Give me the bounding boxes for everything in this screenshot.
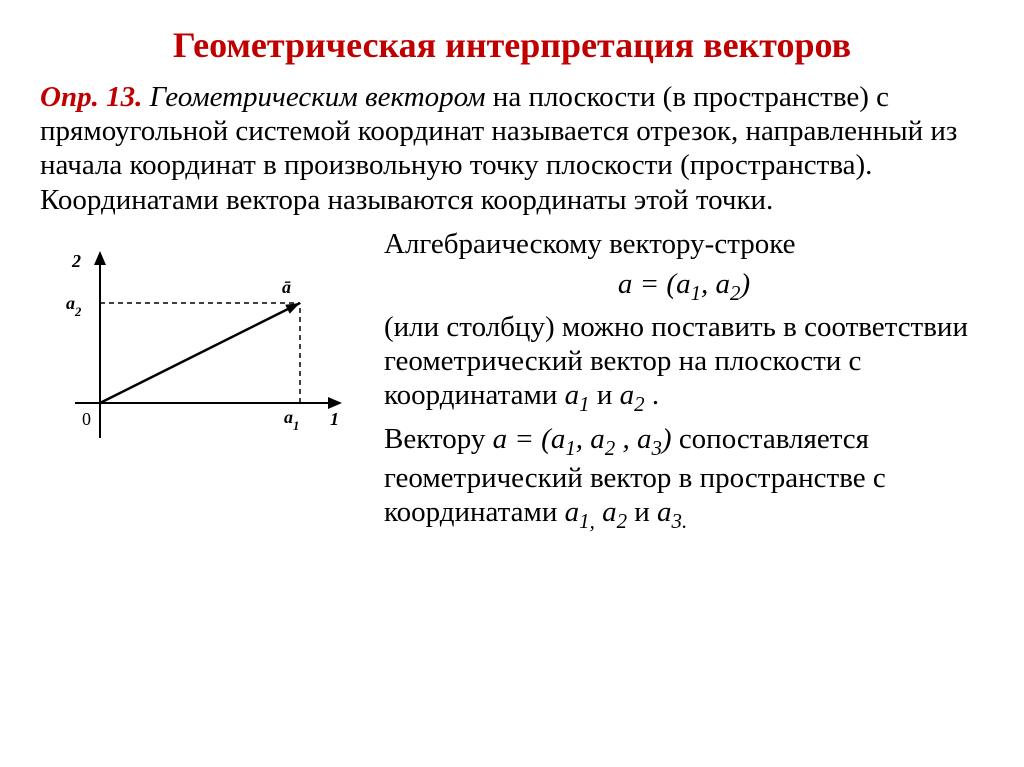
p3-cs1: 1, bbox=[579, 509, 595, 533]
p2-s1: 1 bbox=[579, 392, 589, 416]
p3-close: ) bbox=[662, 423, 672, 455]
p3-c2: a bbox=[602, 496, 617, 528]
definition-label: Опр. 13. bbox=[40, 81, 142, 113]
definition-term: Геометрическим вектором bbox=[150, 81, 486, 113]
p3-a: Вектору bbox=[384, 423, 493, 455]
para-2: (или столбцу) можно поставить в соответс… bbox=[384, 310, 984, 417]
p3-s2: 2 bbox=[605, 436, 615, 460]
definition-block: Опр. 13. Геометрическим вектором на плос… bbox=[40, 80, 984, 217]
p3-sp1 bbox=[595, 496, 602, 528]
p3-c1: a bbox=[565, 496, 580, 528]
svg-text:1: 1 bbox=[330, 409, 339, 429]
svg-text:2: 2 bbox=[71, 251, 81, 271]
svg-text:a1: a1 bbox=[284, 407, 299, 433]
p2-b: a bbox=[565, 379, 580, 411]
f1-s1: 1 bbox=[691, 281, 701, 305]
p3-and2: и bbox=[627, 496, 657, 528]
f1-m: , a bbox=[701, 268, 730, 300]
p3-s3: 3 bbox=[651, 436, 661, 460]
f1-a: a bbox=[618, 268, 633, 300]
p3-cs3: 3. bbox=[672, 509, 688, 533]
text-column: Алгебраическому вектору-строке a = (a1, … bbox=[384, 227, 984, 540]
p3-s1: 1 bbox=[565, 436, 575, 460]
p2-c: a bbox=[620, 379, 635, 411]
p3-m1: , a bbox=[576, 423, 605, 455]
p2-s2: 2 bbox=[634, 392, 644, 416]
content-row: 2a2āa110 Алгебраическому вектору-строке … bbox=[40, 227, 984, 540]
svg-text:ā: ā bbox=[282, 277, 291, 297]
slide: Геометрическая интерпретация векторов Оп… bbox=[0, 0, 1024, 767]
p2-a: (или столбцу) можно поставить в соответс… bbox=[384, 311, 968, 411]
f1-e: ) bbox=[740, 268, 750, 300]
p3-b: a bbox=[493, 423, 508, 455]
formula-1: a = (a1, a2) bbox=[384, 267, 984, 305]
p3-c3: a bbox=[657, 496, 672, 528]
slide-title: Геометрическая интерпретация векторов bbox=[40, 24, 984, 66]
svg-text:0: 0 bbox=[82, 409, 91, 429]
vector-plot: 2 a2 ā a1 1 0 bbox=[40, 233, 360, 453]
chart-column: 2 a2 ā a1 1 0 bbox=[40, 227, 360, 453]
p3-eq: = (a bbox=[507, 423, 565, 455]
p3-cs2: 2 bbox=[617, 509, 627, 533]
f1-s2: 2 bbox=[730, 281, 740, 305]
f1-r: = (a bbox=[632, 268, 690, 300]
para-3: Вектору a = (a1, a2 , a3) сопоставляется… bbox=[384, 422, 984, 533]
p3-m2: , a bbox=[615, 423, 651, 455]
p2-dot: . bbox=[645, 379, 660, 411]
p2-and: и bbox=[590, 379, 620, 411]
para-1: Алгебраическому вектору-строке bbox=[384, 227, 984, 261]
svg-text:a2: a2 bbox=[66, 293, 82, 319]
